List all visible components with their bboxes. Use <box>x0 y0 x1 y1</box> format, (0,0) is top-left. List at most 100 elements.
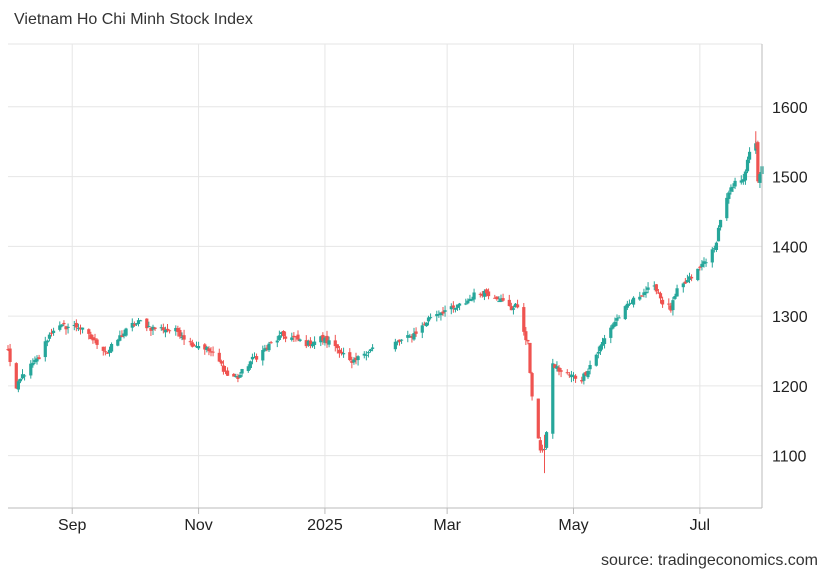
candle-body <box>31 362 35 366</box>
candle-body <box>507 299 511 306</box>
candle-body <box>524 331 528 341</box>
candle-body <box>443 310 447 312</box>
candle-body <box>675 288 679 297</box>
candle-body <box>470 299 474 301</box>
candle-body <box>62 322 66 325</box>
candle-body <box>20 374 25 379</box>
candle-body <box>176 328 180 332</box>
candle-body <box>426 317 431 322</box>
candle-body <box>60 324 64 327</box>
candle-body <box>134 323 139 325</box>
candle-body <box>536 398 540 439</box>
candle-body <box>669 305 673 311</box>
candle-body <box>484 289 489 294</box>
candle-body <box>221 365 226 372</box>
candle-body <box>240 369 244 374</box>
source-attribution: source: tradingeconomics.com <box>601 552 818 569</box>
candle-body <box>306 341 310 346</box>
candle-body <box>122 333 126 337</box>
candle-body <box>453 307 458 310</box>
candle-body <box>685 280 690 283</box>
candle-body <box>526 340 530 342</box>
candle-body <box>190 342 194 347</box>
candle-body <box>132 324 136 326</box>
candle-body <box>43 341 47 358</box>
candle-body <box>457 303 462 306</box>
candle-body <box>393 341 397 350</box>
candle-body <box>116 339 120 346</box>
y-tick-label: 1500 <box>772 170 808 187</box>
candle-body <box>617 317 621 319</box>
candle-body <box>596 351 600 354</box>
candle-body <box>586 371 590 378</box>
candle-body <box>283 336 288 339</box>
candle-body <box>370 347 375 349</box>
candle-body <box>511 308 516 310</box>
candle-body <box>352 359 356 363</box>
candle-body <box>530 373 534 397</box>
candle-body <box>74 322 78 328</box>
candle-body <box>557 367 561 372</box>
candle-body <box>631 297 636 305</box>
candle-body <box>364 354 368 356</box>
candle-body <box>689 276 694 279</box>
candle-body <box>428 317 433 319</box>
candle-body <box>598 345 603 352</box>
candle-body <box>559 370 563 372</box>
candle-body <box>8 348 12 362</box>
candle-body <box>602 338 607 344</box>
candle-body <box>339 351 344 354</box>
candle-body <box>673 295 677 299</box>
candle-body <box>118 335 122 341</box>
candle-body <box>207 348 211 352</box>
candle-body <box>14 363 18 389</box>
candle-body <box>642 292 646 295</box>
candle-body <box>58 325 62 330</box>
candle-body <box>569 374 574 378</box>
candle-body <box>248 361 252 369</box>
candle-body <box>29 363 33 376</box>
candle-body <box>165 328 170 331</box>
candle-body <box>698 266 702 268</box>
candle-body <box>312 341 317 345</box>
candle-body <box>76 328 81 330</box>
candle-body <box>298 339 302 341</box>
candle-body <box>472 292 476 300</box>
candle-body <box>712 248 716 250</box>
candle-body <box>279 332 284 334</box>
candle-body <box>629 302 634 304</box>
candle-body <box>174 327 178 332</box>
candle-body <box>80 327 85 330</box>
candle-body <box>499 298 503 302</box>
candle-body <box>362 353 366 356</box>
candle-body <box>194 346 199 348</box>
candle-body <box>540 449 545 451</box>
candle-body <box>296 334 300 340</box>
candle-body <box>261 350 265 361</box>
candle-body <box>625 303 629 308</box>
candle-body <box>151 326 155 330</box>
candle-body <box>538 440 542 451</box>
y-tick-label: 1600 <box>772 100 808 117</box>
candle-body <box>671 300 675 311</box>
candle-body <box>727 192 731 199</box>
candle-body <box>497 301 501 303</box>
candle-body <box>49 332 54 334</box>
candle-body <box>555 366 559 369</box>
candle-body <box>414 331 418 334</box>
candle-body <box>565 372 569 374</box>
candle-body <box>638 296 642 300</box>
candle-body <box>747 151 752 160</box>
x-tick-label: 2025 <box>307 517 343 534</box>
candle-body <box>78 327 83 330</box>
candle-body <box>178 330 182 337</box>
candle-body <box>225 370 230 376</box>
candle-body <box>644 291 648 294</box>
candle-body <box>739 180 743 183</box>
candle-body <box>731 186 735 188</box>
candle-body <box>348 352 352 361</box>
candle-body <box>265 347 269 349</box>
candle-body <box>89 334 93 340</box>
candle-body <box>159 327 163 329</box>
candle-body <box>495 296 499 300</box>
